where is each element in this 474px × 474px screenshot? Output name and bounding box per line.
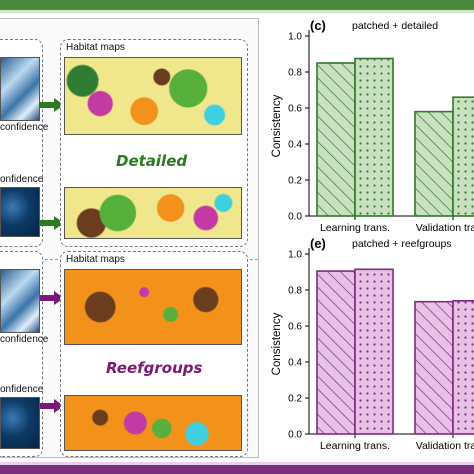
bar (414, 110, 454, 217)
consistency-chart-detailed: 0.0 0.2 0.4 0.6 0.8 1.0 Learning trans. Validat… (271, 18, 474, 234)
arrow-right-icon (40, 98, 64, 112)
arrow-right-icon (40, 291, 64, 305)
top-border-accent (0, 10, 474, 13)
habitat-map-reefgroups-1 (64, 269, 242, 345)
consistency-chart-reefgroups: 0.0 0.2 0.4 0.6 0.8 1.0 Learning trans. Validat… (271, 236, 474, 452)
y-axis-label: Consistency (271, 312, 283, 375)
confidence-label: onfidence (0, 384, 44, 395)
y-tick-label: 0.4 (288, 358, 302, 369)
y-tick-label: 0.8 (288, 68, 302, 79)
y-tick-label: 1.0 (288, 250, 302, 261)
y-axis-label: Consistency (271, 94, 283, 157)
x-tick-label: Validation trans. (416, 440, 474, 452)
panel-label: (c) (310, 18, 326, 33)
x-tick-label: Learning trans. (320, 440, 390, 452)
maps-title: Habitat maps (66, 42, 125, 53)
bar (452, 96, 474, 217)
arrow-right-icon (40, 399, 64, 413)
y-tick-label: 1.0 (288, 32, 302, 43)
satellite-thumb-1 (0, 57, 40, 121)
bar (354, 57, 394, 217)
bar (316, 270, 356, 435)
habitat-map-reefgroups-2 (64, 395, 242, 451)
mode-label-reefgroups: Reefgroups (106, 359, 203, 377)
workflow-panel: confidence onfidence Habitat maps Detail… (0, 18, 259, 458)
chart-title: patched + detailed (352, 20, 438, 32)
bar (354, 268, 394, 435)
bar (452, 300, 474, 435)
chart-title: patched + reefgroups (352, 238, 452, 250)
confidence-thumb-1 (0, 187, 40, 237)
habitat-map-detailed-1 (64, 57, 242, 135)
bottom-border-accent (0, 462, 474, 465)
confidence-label: confidence (0, 334, 49, 345)
y-tick-label: 0.6 (288, 322, 302, 333)
y-tick-label: 0.8 (288, 286, 302, 297)
satellite-thumb-2 (0, 269, 40, 333)
y-tick-label: 0.0 (288, 430, 302, 441)
y-tick-label: 0.2 (288, 394, 302, 405)
x-tick-label: Validation trans. (416, 222, 474, 234)
habitat-map-detailed-2 (64, 187, 242, 239)
maps-title: Habitat maps (66, 254, 125, 265)
y-tick-label: 0.6 (288, 104, 302, 115)
y-tick-label: 0.4 (288, 140, 302, 151)
mode-label-detailed: Detailed (116, 152, 188, 170)
y-tick-label: 0.0 (288, 212, 302, 223)
bar (414, 300, 454, 435)
x-tick-label: Learning trans. (320, 222, 390, 234)
confidence-thumb-2 (0, 397, 40, 449)
bottom-border-band (0, 465, 474, 474)
y-tick-label: 0.2 (288, 176, 302, 187)
panel-label: (e) (310, 236, 326, 251)
confidence-label: onfidence (0, 174, 44, 185)
confidence-label: confidence (0, 122, 49, 133)
top-border-band (0, 0, 474, 10)
bar (316, 62, 356, 217)
arrow-right-icon (40, 216, 64, 230)
